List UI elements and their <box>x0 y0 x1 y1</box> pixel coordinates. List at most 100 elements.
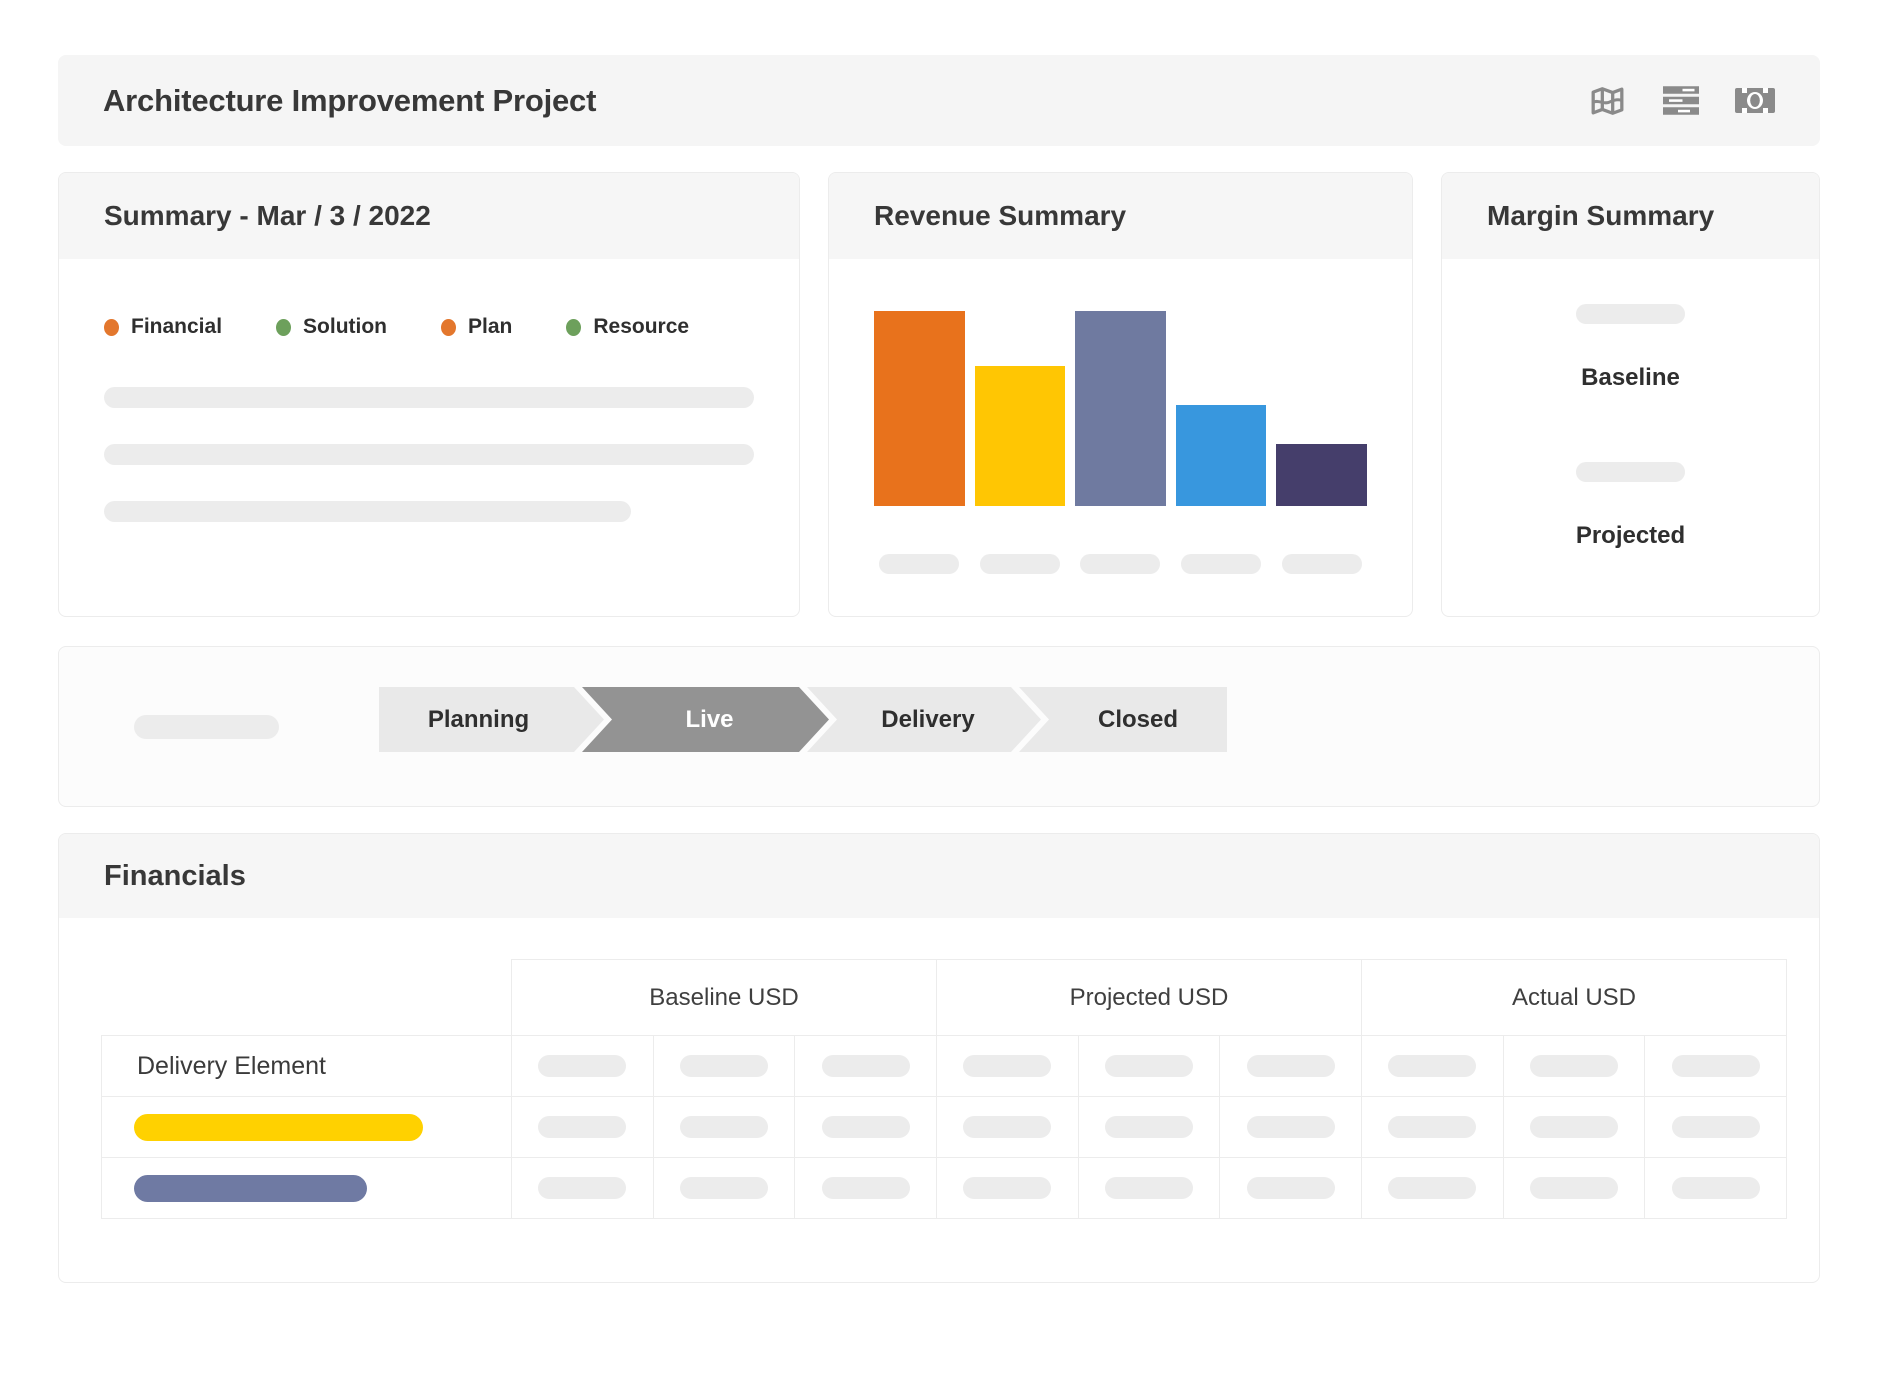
table-cell <box>511 1096 654 1158</box>
margin-card-body: Baseline Projected <box>1442 259 1819 550</box>
table-cell <box>1361 1035 1504 1097</box>
stage-step-label: Planning <box>427 705 530 733</box>
stage-step-label: Delivery <box>881 705 975 733</box>
table-cell <box>936 1035 1079 1097</box>
financials-title: Financials <box>59 834 1819 918</box>
cell-value-placeholder <box>538 1055 627 1077</box>
revenue-axis-slot <box>1176 554 1267 574</box>
cell-value-placeholder <box>821 1177 910 1199</box>
legend-item-financial[interactable]: Financial <box>104 315 222 339</box>
stage-step-delivery[interactable]: Delivery <box>807 687 1041 752</box>
table-cell <box>1361 1096 1504 1158</box>
table-cell <box>794 1157 937 1219</box>
cell-value-placeholder <box>679 1055 768 1077</box>
revenue-axis-slot <box>874 554 965 574</box>
cell-value-placeholder <box>1388 1116 1477 1138</box>
cell-value-placeholder <box>1246 1177 1335 1199</box>
cell-value-placeholder <box>1104 1177 1193 1199</box>
row-label-cell: Delivery Element <box>101 1035 512 1097</box>
revenue-axis-slot <box>1075 554 1166 574</box>
legend-dot-icon <box>104 318 119 336</box>
app-header: Architecture Improvement Project <box>58 55 1820 146</box>
money-bill-icon-button[interactable] <box>1735 84 1775 118</box>
header-icons <box>1587 84 1775 118</box>
margin-summary-card: Margin Summary Baseline Projected <box>1441 172 1820 617</box>
revenue-axis-slot <box>975 554 1066 574</box>
legend-item-resource[interactable]: Resource <box>566 315 689 339</box>
table-cell <box>652 1157 796 1219</box>
report-lines-icon-button[interactable] <box>1661 84 1701 118</box>
row-label-pill <box>134 1174 367 1202</box>
margin-item-projected: Projected <box>1576 392 1685 550</box>
revenue-bar <box>1075 311 1166 506</box>
margin-value-placeholder <box>1576 304 1685 324</box>
text-placeholder-line <box>104 387 754 408</box>
table-row: Delivery Element <box>101 1035 1787 1097</box>
table-row <box>101 1096 1787 1158</box>
table-cell <box>1219 1035 1362 1097</box>
stage-step-closed[interactable]: Closed <box>1019 687 1227 752</box>
table-cell <box>1502 1096 1646 1158</box>
table-corner-spacer <box>102 960 512 1036</box>
axis-label-placeholder <box>1080 554 1161 574</box>
table-cell <box>1644 1096 1787 1158</box>
cell-value-placeholder <box>1671 1177 1760 1199</box>
summary-placeholder-lines <box>104 387 754 522</box>
cell-value-placeholder <box>1246 1055 1335 1077</box>
table-cell <box>511 1157 654 1219</box>
cell-value-placeholder <box>1529 1116 1618 1138</box>
cell-value-placeholder <box>1104 1116 1193 1138</box>
summary-card-title: Summary - Mar / 3 / 2022 <box>59 173 799 259</box>
report-lines-icon <box>1663 86 1699 115</box>
revenue-bar <box>974 365 1066 506</box>
cell-value-placeholder <box>1388 1177 1477 1199</box>
summary-cards-row: Summary - Mar / 3 / 2022 Financial Soluti… <box>58 172 1820 617</box>
margin-item-label: Baseline <box>1581 364 1680 391</box>
cell-value-placeholder <box>821 1055 910 1077</box>
table-cell <box>1502 1035 1646 1097</box>
revenue-card-title: Revenue Summary <box>829 173 1412 259</box>
stage-step-live[interactable]: Live <box>582 687 829 752</box>
table-cell <box>1502 1157 1646 1219</box>
axis-label-placeholder <box>879 554 960 574</box>
table-cell <box>1219 1157 1362 1219</box>
cell-value-placeholder <box>1671 1116 1760 1138</box>
map-icon-button[interactable] <box>1587 84 1627 118</box>
legend-label: Solution <box>303 315 388 338</box>
margin-item-label: Projected <box>1575 522 1686 549</box>
map-icon <box>1591 86 1623 115</box>
revenue-bar <box>1175 404 1267 506</box>
revenue-axis-placeholders <box>874 554 1367 574</box>
revenue-axis-slot <box>1276 554 1367 574</box>
row-label-pill <box>134 1113 423 1141</box>
legend-item-solution[interactable]: Solution <box>276 315 387 339</box>
cell-value-placeholder <box>1529 1177 1618 1199</box>
table-cell <box>1077 1096 1221 1158</box>
summary-card-body: Financial Solution Plan Resource <box>59 259 799 522</box>
cell-value-placeholder <box>1388 1055 1477 1077</box>
revenue-bar <box>1276 443 1367 506</box>
table-cell <box>794 1035 937 1097</box>
stage-step-planning[interactable]: Planning <box>379 687 604 752</box>
financials-table: Baseline USD Projected USD Actual USD Deliv… <box>101 959 1787 1219</box>
cell-value-placeholder <box>679 1116 768 1138</box>
page-title: Architecture Improvement Project <box>103 82 597 118</box>
legend-dot-icon <box>441 318 457 336</box>
cell-value-placeholder <box>1246 1116 1335 1138</box>
revenue-card-body <box>829 259 1412 574</box>
table-cell <box>1219 1096 1362 1158</box>
table-cell <box>511 1035 654 1097</box>
column-group-header: Projected USD <box>936 959 1362 1036</box>
cell-value-placeholder <box>538 1116 627 1138</box>
column-group-header: Baseline USD <box>511 959 937 1036</box>
revenue-bar <box>874 311 965 506</box>
table-cell <box>652 1035 796 1097</box>
table-cell <box>1644 1035 1787 1097</box>
legend-dot-icon <box>566 318 582 336</box>
cell-value-placeholder <box>963 1116 1052 1138</box>
summary-card: Summary - Mar / 3 / 2022 Financial Soluti… <box>58 172 800 617</box>
cell-value-placeholder <box>1671 1055 1760 1077</box>
legend-item-plan[interactable]: Plan <box>441 315 512 339</box>
summary-legend: Financial Solution Plan Resource <box>104 315 754 339</box>
table-cell <box>936 1157 1079 1219</box>
